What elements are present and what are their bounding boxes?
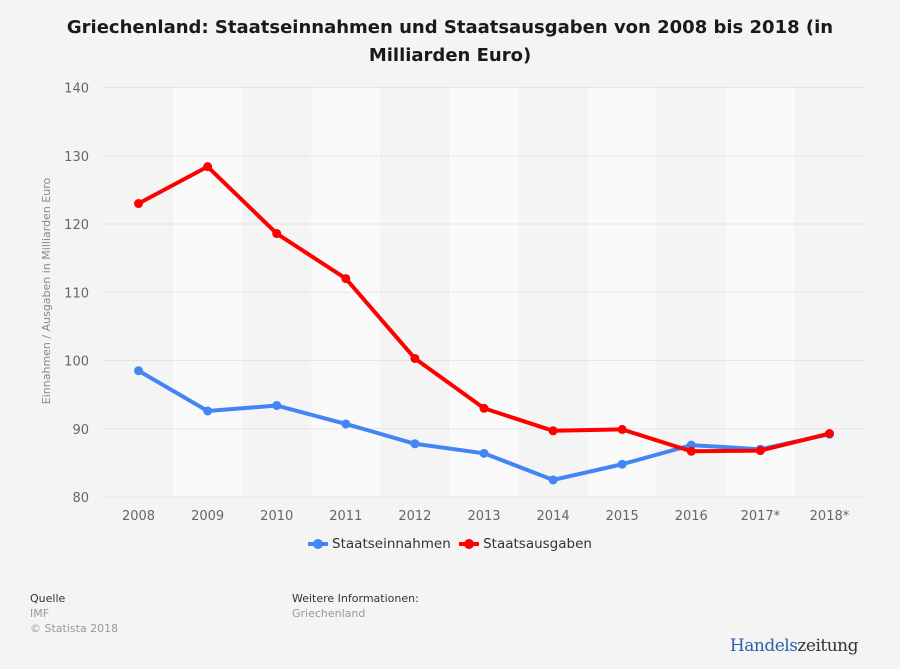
data-point[interactable] <box>203 406 213 416</box>
x-tick-label: 2009 <box>191 509 224 524</box>
y-tick-label: 80 <box>72 491 89 506</box>
x-tick-label: 2011 <box>329 509 362 524</box>
x-tick-label: 2008 <box>122 509 155 524</box>
y-axis-label: Einnahmen / Ausgaben in Milliarden Euro <box>40 178 53 405</box>
data-point[interactable] <box>617 459 627 469</box>
legend-marker-blue <box>308 539 329 549</box>
gridlines <box>104 87 864 498</box>
legend-label: Staatsausgaben <box>483 536 592 552</box>
data-point[interactable] <box>134 366 144 376</box>
data-point[interactable] <box>479 403 489 413</box>
y-tick-label: 90 <box>72 423 89 438</box>
info-block: Weitere Informationen: Griechenland <box>292 591 419 621</box>
x-tick-label: 2016 <box>675 509 708 524</box>
y-tick-label: 130 <box>64 150 89 165</box>
legend-marker-red <box>459 539 480 549</box>
data-point[interactable] <box>479 448 489 458</box>
data-point[interactable] <box>341 274 351 284</box>
y-tick-label: 100 <box>64 355 89 370</box>
data-point[interactable] <box>272 229 282 239</box>
info-link[interactable]: Griechenland <box>292 607 366 620</box>
x-tick-label: 2013 <box>467 509 500 524</box>
info-heading: Weitere Informationen: <box>292 592 419 605</box>
series-staatsausgaben <box>134 162 834 456</box>
data-point[interactable] <box>617 424 627 434</box>
data-point[interactable] <box>686 446 696 456</box>
data-point[interactable] <box>134 199 144 209</box>
band-2009 <box>173 87 243 497</box>
legend: Staatseinnahmen Staatsausgaben <box>0 536 900 553</box>
y-axis-ticks: 80 90 100 110 120 130 140 <box>64 82 89 507</box>
y-tick-label: 120 <box>64 218 89 233</box>
x-tick-label: 2012 <box>398 509 431 524</box>
data-point[interactable] <box>548 475 558 485</box>
data-point[interactable] <box>755 446 765 456</box>
data-point[interactable] <box>272 401 282 411</box>
legend-item-staatseinnahmen[interactable]: Staatseinnahmen <box>308 536 451 552</box>
y-tick-label: 110 <box>64 286 89 301</box>
x-axis-ticks: 2008 2009 2010 2011 2012 2013 2014 2015 2016 2017… <box>122 509 850 524</box>
data-point[interactable] <box>824 429 834 439</box>
source-block: Quelle IMF © Statista 2018 <box>30 591 118 636</box>
data-point[interactable] <box>410 439 420 449</box>
data-point[interactable] <box>410 353 420 363</box>
handelszeitung-logo[interactable]: Handelszeitung <box>729 636 859 656</box>
x-tick-label: 2017* <box>741 509 781 524</box>
data-point[interactable] <box>341 419 351 429</box>
source-link[interactable]: IMF <box>30 607 50 620</box>
data-point[interactable] <box>548 426 558 436</box>
x-tick-label: 2015 <box>606 509 639 524</box>
x-tick-label: 2018* <box>810 509 850 524</box>
legend-item-staatsausgaben[interactable]: Staatsausgaben <box>459 536 592 552</box>
series-lines <box>134 162 834 485</box>
source-heading: Quelle <box>30 592 66 605</box>
legend-label: Staatseinnahmen <box>332 536 451 552</box>
copyright: © Statista 2018 <box>30 622 119 635</box>
chart-title: Griechenland: Staatseinnahmen und Staats… <box>66 17 834 66</box>
y-tick-label: 140 <box>64 82 89 97</box>
x-tick-label: 2010 <box>260 509 293 524</box>
x-tick-label: 2014 <box>537 509 570 524</box>
data-point[interactable] <box>203 162 213 172</box>
